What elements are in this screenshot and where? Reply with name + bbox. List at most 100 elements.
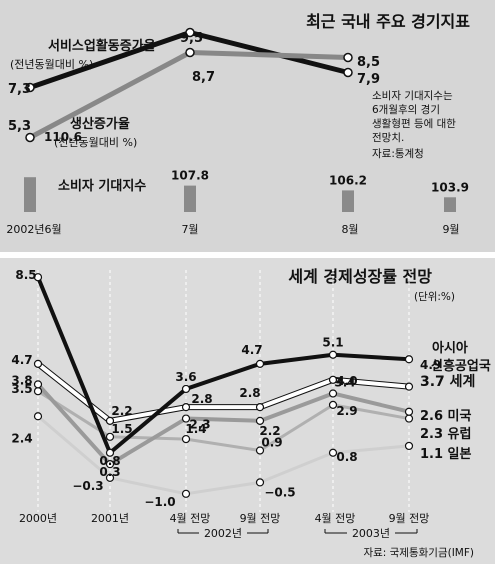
value-label-2-2: 2.3 [189, 418, 210, 432]
panel-divider [0, 252, 495, 258]
top-x-tick-0: 2002년6월 [6, 223, 61, 236]
top-chart-title: 최근 국내 주요 경기지표 [306, 12, 470, 31]
note-line-1: 소비자 기대지수는 [372, 90, 453, 102]
point-world-series-0-2 [181, 384, 191, 394]
bottom-x-tick-2: 4월 전망 [170, 512, 211, 525]
point-series-0-0 [25, 82, 35, 93]
point-world-series-0-1 [105, 448, 115, 457]
top-x-tick-1: 7월 [181, 223, 198, 236]
bottom-chart-title: 세계 경제성장률 전망 [288, 267, 432, 286]
point-world-series-2-4 [328, 389, 338, 398]
point-world-series-0-4 [328, 350, 338, 359]
value-label-0-4: 5.1 [322, 336, 343, 350]
note-line-3: 생활형편 등에 대한 [372, 117, 456, 130]
value-label-3-1: 1.5 [111, 422, 132, 436]
point-world-series-1-0 [33, 359, 43, 368]
value-label-0-2: 3.6 [175, 370, 196, 384]
point-world-series-1-1 [105, 416, 115, 425]
top-x-tick-labels: 2002년6월 7월 8월 9월 [6, 223, 459, 236]
group-label-bg-0 [199, 525, 247, 539]
note-line-2: 6개월후의 경기 [372, 103, 440, 116]
group-label-bg-1 [347, 525, 395, 539]
point-world-series-2-2 [181, 414, 191, 423]
label-service-1: 9,5 [180, 31, 203, 46]
value-label-2-3: 2.2 [259, 424, 280, 438]
bar-consumer-expectation-0 [24, 177, 36, 212]
label-production-0: 5,3 [8, 119, 31, 134]
bar-label-consumer-expectation-3: 103.9 [431, 180, 469, 194]
bar-consumer-expectation-3 [444, 197, 456, 212]
series-name-us: 2.6 미국 [420, 408, 472, 424]
value-label-1-0: 4.7 [11, 353, 32, 367]
value-label-4-1: −0.3 [72, 479, 103, 493]
value-label-4-2: −1.0 [144, 495, 175, 509]
bottom-x-tick-labels: 2000년 2001년 4월 전망 9월 전망 4월 전망 9월 전망 [19, 512, 429, 525]
note-source: 자료:통계청 [372, 148, 424, 160]
value-label-2-4: 3.4 [334, 375, 355, 389]
line-world-series-1 [36, 362, 410, 423]
top-panel-background [0, 0, 495, 252]
line-world-series-0 [36, 276, 410, 455]
value-label-1-1: 2.2 [111, 404, 132, 418]
bottom-x-tick-3: 9월 전망 [240, 512, 281, 525]
value-label-4-3: −0.5 [264, 485, 295, 499]
bottom-panel: 세계 경제성장률 전망 (단위:%) 8.5 0.8 3.6 4.7 5.1 4.7 2.2… [0, 258, 495, 564]
top-note: 소비자 기대지수는 6개월후의 경기 생활형편 등에 대한 전망치. 자료:통계… [372, 90, 456, 160]
value-label-3-0: 3.5 [11, 382, 32, 396]
point-world-series-4-4 [328, 448, 338, 457]
group-label-1: 2003년 [352, 527, 390, 540]
point-world-series-3-0 [33, 387, 43, 396]
point-world-series-3-4 [328, 400, 338, 409]
label-service-2: 7,9 [357, 72, 380, 87]
legend-production-growth-unit: (전년동월대비 %) [54, 136, 137, 149]
top-x-tick-3: 9월 [442, 223, 459, 236]
bottom-chart-unit: (단위:%) [414, 290, 455, 303]
point-world-series-2-3 [255, 416, 265, 425]
value-label-1-3: 2.8 [239, 386, 260, 400]
bottom-x-tick-1: 2001년 [91, 512, 129, 525]
bottom-points-layer [33, 273, 414, 498]
point-world-series-2-1 [105, 460, 115, 469]
point-world-series-0-5 [404, 355, 414, 364]
series-name-europe: 2.3 유럽 [420, 427, 471, 442]
bottom-x-tick-4: 4월 전망 [315, 512, 356, 525]
note-line-4: 전망치. [372, 132, 404, 144]
value-label-0-3: 4.7 [241, 343, 262, 357]
value-label-1-4: 4.0 [336, 374, 357, 388]
line-world-series-3 [37, 389, 410, 452]
point-world-series-0-3 [255, 359, 265, 368]
point-world-series-4-5 [404, 441, 414, 451]
point-world-series-0-0 [33, 273, 43, 282]
value-label-0-0: 8.5 [15, 268, 36, 282]
value-label-0-1: 0.8 [99, 454, 120, 468]
point-series-0-2 [343, 67, 353, 78]
line-world-series-2 [36, 383, 410, 467]
value-label-4-0: 2.4 [11, 431, 32, 445]
bar-consumer-expectation-1 [184, 185, 196, 212]
bottom-x-tick-5: 9월 전망 [389, 512, 430, 525]
value-label-1-2: 2.8 [191, 392, 212, 406]
point-world-series-2-5 [404, 407, 414, 416]
top-panel: 최근 국내 주요 경기지표 110.6 107.8 106.2 103.9 7,3 9,5… [0, 0, 495, 252]
point-world-series-4-3 [255, 478, 265, 487]
point-world-series-3-1 [105, 432, 115, 441]
legend-production-growth: 생산증가율 [70, 116, 130, 132]
series-name-asia-line1: 아시아 [432, 340, 468, 356]
group-label-0: 2002년 [204, 527, 242, 540]
point-world-series-4-0 [33, 412, 43, 421]
value-label-3-4: 2.9 [336, 404, 357, 418]
top-x-tick-2: 8월 [341, 223, 358, 236]
point-world-series-4-1 [105, 473, 115, 482]
point-world-series-1-5 [404, 382, 414, 391]
series-name-world: 3.7 세계 [420, 374, 475, 390]
bar-consumer-expectation-2 [342, 190, 354, 212]
top-value-labels-layer: 110.6 107.8 106.2 103.9 7,3 9,5 7,9 5,3 8,7 8,5 [8, 31, 469, 194]
bottom-source: 자료: 국제통화기금(IMF) [363, 547, 474, 559]
value-label-2-1: 0.3 [99, 465, 120, 479]
top-bars-layer [24, 177, 456, 212]
legend-service-growth-unit: (전년동월대비 %) [10, 58, 93, 71]
bottom-lines-layer [36, 276, 410, 496]
point-world-series-1-3 [255, 403, 265, 412]
